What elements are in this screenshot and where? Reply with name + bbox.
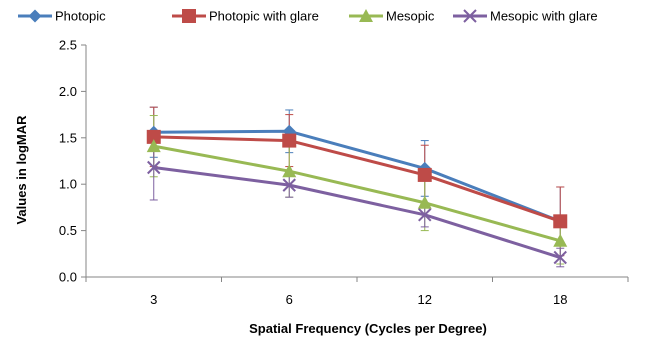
legend-marker	[28, 9, 42, 23]
legend-marker	[182, 9, 196, 23]
series-line-photopic	[153, 129, 561, 223]
x-tick-label: 3	[150, 292, 157, 307]
y-axis: 0.0 0.5 1.0 1.5 2.0 2.5	[59, 38, 87, 285]
series-lines	[153, 129, 561, 259]
marker-stroke	[553, 250, 567, 265]
legend-marker	[359, 9, 373, 22]
data-point-mesopic	[282, 164, 297, 178]
data-point-mesopic-with-glare	[418, 208, 432, 222]
x-axis-title: Spatial Frequency (Cycles per Degree)	[249, 321, 487, 336]
x-tick-label: 18	[553, 292, 567, 307]
data-point-photopic-with-glare	[282, 133, 297, 148]
data-point-mesopic	[146, 139, 161, 153]
y-tick-label: 0.0	[59, 270, 77, 285]
data-point-photopic-with-glare	[553, 214, 568, 229]
data-point-mesopic	[553, 233, 568, 247]
legend-entry-mesopic-with-glare: Mesopic with glare	[453, 9, 598, 24]
legend-entry-photopic-with-glare: Photopic with glare	[172, 9, 319, 24]
legend: Photopic Photopic with glare Mesopic Mesopi…	[18, 9, 598, 24]
data-point-mesopic-with-glare	[147, 160, 161, 175]
y-tick-label: 1.5	[59, 130, 77, 145]
series-line-mesopic	[153, 144, 561, 243]
x-axis: 3 6 12 18	[85, 276, 629, 307]
data-point-mesopic	[417, 195, 432, 209]
y-axis-title: Values in logMAR	[14, 115, 29, 225]
y-tick-label: 2.0	[59, 84, 77, 99]
marker-stroke	[418, 208, 432, 222]
marker-stroke	[147, 160, 161, 175]
legend-label: Photopic with glare	[209, 9, 319, 24]
x-tick-label: 12	[418, 292, 432, 307]
legend-marker	[463, 9, 477, 23]
series-markers	[146, 124, 568, 265]
legend-entry-photopic: Photopic	[18, 9, 106, 24]
marker-stroke	[463, 9, 477, 23]
x-tick-label: 6	[286, 292, 293, 307]
series-line-photopic-with-glare	[153, 135, 561, 223]
legend-label: Mesopic with glare	[490, 9, 598, 24]
legend-label: Photopic	[55, 9, 106, 24]
data-point-photopic-with-glare	[417, 167, 432, 182]
y-tick-label: 0.5	[59, 223, 77, 238]
data-point-mesopic-with-glare	[553, 250, 567, 265]
legend-entry-mesopic: Mesopic	[349, 9, 435, 24]
data-point-photopic-with-glare	[146, 129, 161, 144]
data-point-mesopic-with-glare	[282, 178, 296, 192]
marker-stroke	[282, 178, 296, 192]
series-line-mesopic-with-glare	[153, 166, 561, 259]
y-tick-label: 2.5	[59, 38, 77, 53]
y-tick-label: 1.0	[59, 177, 77, 192]
legend-label: Mesopic	[386, 9, 435, 24]
